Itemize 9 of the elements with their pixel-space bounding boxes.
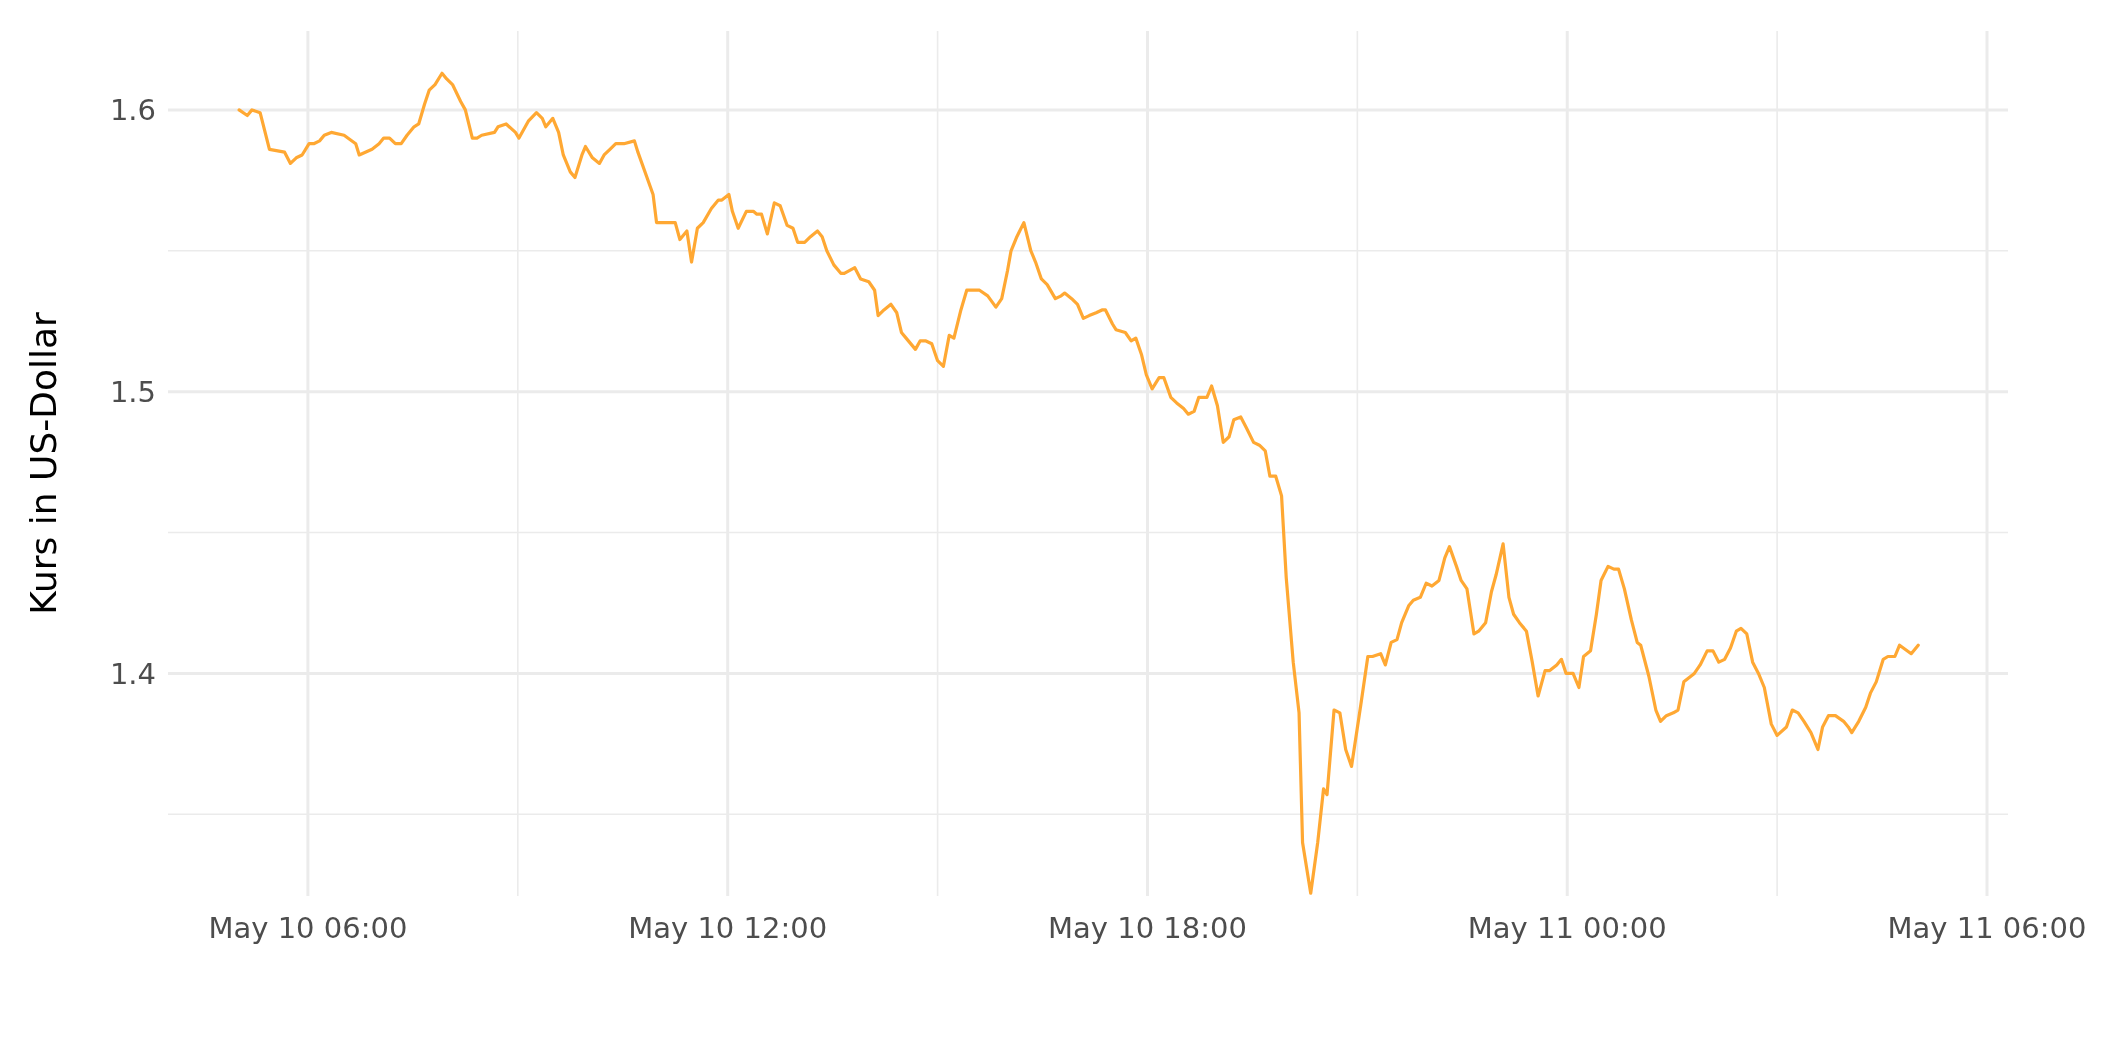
x-tick-label: May 10 12:00 bbox=[628, 911, 828, 945]
x-tick-label: May 10 18:00 bbox=[1048, 911, 1247, 945]
y-tick-label: 1.4 bbox=[109, 656, 156, 691]
x-tick-label: May 11 00:00 bbox=[1467, 911, 1667, 945]
y-tick-label: 1.6 bbox=[109, 93, 156, 128]
y-axis-title: Kurs in US-Dollar bbox=[23, 311, 64, 615]
x-tick-label: May 11 06:00 bbox=[1887, 911, 2087, 945]
x-tick-label: May 10 06:00 bbox=[208, 911, 408, 945]
y-tick-label: 1.5 bbox=[109, 374, 156, 409]
